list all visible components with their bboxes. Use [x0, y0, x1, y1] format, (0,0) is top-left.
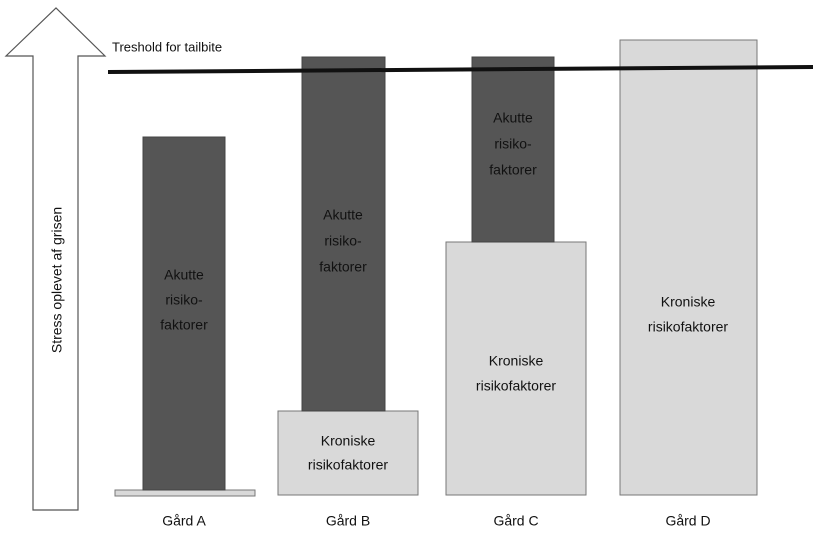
bar-text: risikofaktorer [476, 378, 556, 394]
threshold-label: Treshold for tailbite [112, 39, 222, 54]
acute-bar [301, 56, 386, 412]
farm-label: Gård D [665, 513, 710, 529]
bar-text: Akutte [164, 267, 204, 283]
chronic-bar [445, 241, 587, 496]
farm-label: Gård A [162, 513, 206, 529]
axis-label: Stress oplevet af grisen [49, 207, 65, 353]
bar-text: Akutte [493, 110, 533, 126]
bar-text: risikofaktorer [648, 319, 728, 335]
bar-text: Kroniske [661, 294, 716, 310]
stress-arrow [4, 7, 107, 511]
chronic-bar [277, 410, 419, 496]
bar-text: Akutte [323, 207, 363, 223]
acute-bar [471, 56, 555, 243]
farm-label: Gård C [493, 513, 538, 529]
bar-text: faktorer [489, 162, 537, 178]
chronic-bar [114, 489, 256, 497]
bar-text: Kroniske [321, 433, 376, 449]
bar-text: risiko- [494, 136, 532, 152]
chronic-bar [619, 39, 758, 496]
bar-text: risiko- [324, 233, 362, 249]
bar-text: faktorer [160, 317, 208, 333]
acute-bar [142, 136, 226, 491]
bar-text: risiko- [165, 292, 203, 308]
bar-text: Kroniske [489, 353, 544, 369]
bar-text: faktorer [319, 259, 367, 275]
farm-label: Gård B [326, 513, 370, 529]
bar-text: risikofaktorer [308, 457, 388, 473]
threshold-line [107, 65, 814, 74]
